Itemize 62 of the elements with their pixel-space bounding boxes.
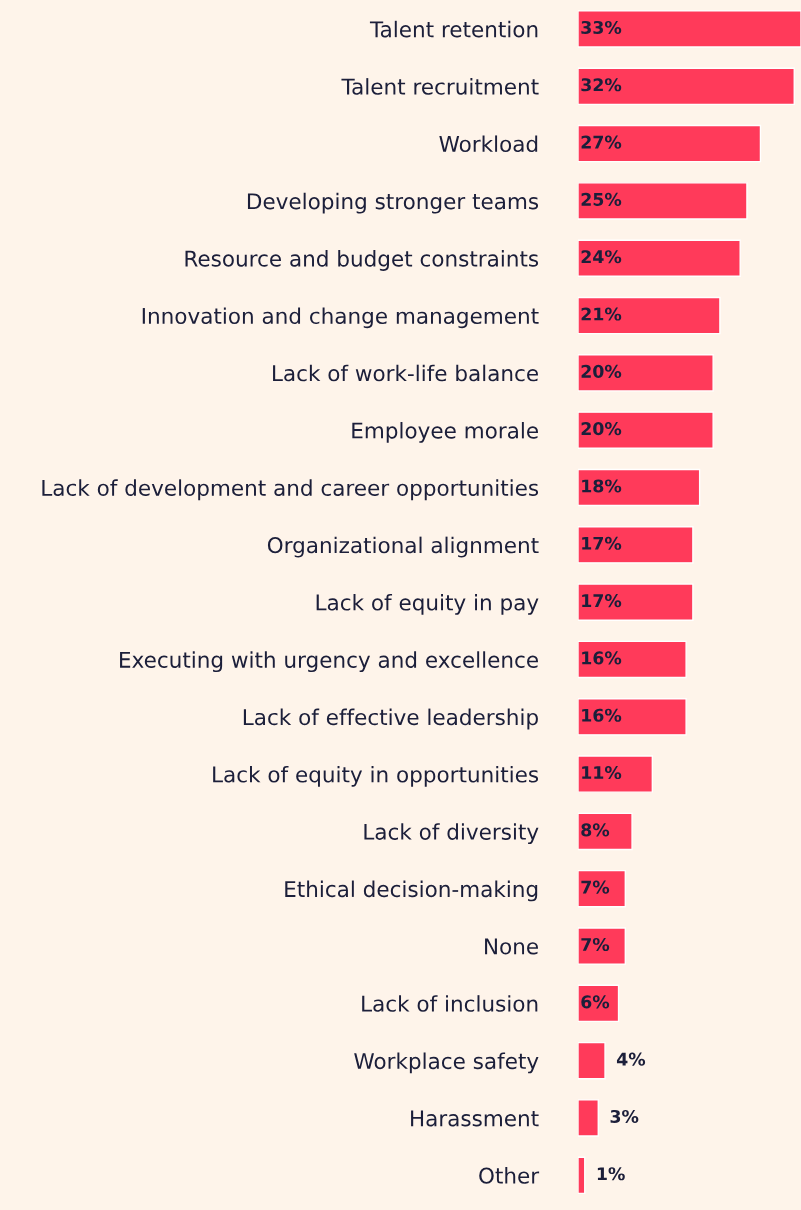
data-label: 24% bbox=[581, 250, 622, 264]
y-tick-label: Executing with urgency and excellence bbox=[120, 651, 538, 673]
bar bbox=[578, 698, 687, 736]
data-label: 18% bbox=[582, 479, 622, 493]
data-label: 25% bbox=[581, 192, 622, 206]
y-tick-label: Ethical decision-making bbox=[285, 880, 538, 902]
data-label: 33% bbox=[581, 20, 622, 35]
y-tick-label: Talent retention bbox=[369, 20, 538, 38]
bar bbox=[578, 755, 654, 793]
data-label: 3% bbox=[610, 1109, 639, 1124]
data-label: 4% bbox=[616, 1052, 646, 1066]
data-label: 32% bbox=[581, 78, 622, 92]
data-label: 16% bbox=[582, 708, 622, 722]
bar bbox=[578, 1041, 606, 1080]
bar bbox=[578, 67, 795, 106]
data-label: 20% bbox=[581, 364, 622, 378]
bar bbox=[578, 869, 626, 908]
data-label: 8% bbox=[581, 823, 610, 837]
y-tick-label: Resource and budget constraints bbox=[185, 250, 539, 271]
data-label: 27% bbox=[581, 135, 622, 149]
bar bbox=[578, 296, 721, 335]
bar bbox=[578, 1099, 599, 1137]
bar bbox=[578, 927, 626, 965]
bar bbox=[578, 468, 701, 507]
data-label: 11% bbox=[582, 765, 622, 780]
bar bbox=[578, 526, 694, 564]
y-tick-label: Organizational alignment bbox=[267, 536, 539, 558]
bar bbox=[578, 1156, 586, 1195]
data-label: 6% bbox=[581, 995, 610, 1009]
y-tick-label: Innovation and change management bbox=[142, 307, 539, 329]
bar bbox=[578, 10, 801, 48]
bar bbox=[578, 354, 714, 392]
bar bbox=[578, 182, 748, 220]
y-tick-label: None bbox=[485, 938, 538, 955]
bar bbox=[578, 640, 687, 679]
y-tick-label: Other bbox=[479, 1167, 540, 1184]
y-tick-label: Employee morale bbox=[352, 422, 538, 443]
bar bbox=[578, 239, 741, 277]
y-tick-label: Lack of work-life balance bbox=[273, 364, 538, 382]
data-label: 17% bbox=[582, 594, 622, 608]
y-tick-label: Talent recruitment bbox=[341, 78, 539, 95]
data-label: 7% bbox=[581, 937, 610, 952]
data-label: 21% bbox=[581, 307, 622, 321]
y-tick-label: Lack of diversity bbox=[364, 823, 539, 845]
y-tick-label: Lack of equity in opportunities bbox=[213, 765, 539, 787]
y-tick-label: Workplace safety bbox=[354, 1052, 539, 1074]
y-tick-label: Lack of development and career opportunities bbox=[42, 479, 539, 501]
data-label: 16% bbox=[582, 651, 622, 665]
bar bbox=[578, 583, 694, 621]
data-label: 20% bbox=[581, 422, 622, 436]
data-label: 1% bbox=[597, 1167, 625, 1181]
y-tick-label: Harassment bbox=[411, 1110, 539, 1127]
y-tick-label: Lack of inclusion bbox=[362, 995, 538, 1012]
y-tick-label: Lack of effective leadership bbox=[243, 708, 538, 730]
data-label: 17% bbox=[582, 536, 622, 550]
y-tick-label: Lack of equity in pay bbox=[316, 593, 539, 615]
bar bbox=[578, 812, 633, 851]
y-tick-label: Developing stronger teams bbox=[247, 192, 539, 214]
y-tick-label: Workload bbox=[439, 135, 538, 153]
data-label: 7% bbox=[581, 880, 610, 894]
bar bbox=[578, 124, 762, 163]
bar bbox=[578, 411, 714, 449]
